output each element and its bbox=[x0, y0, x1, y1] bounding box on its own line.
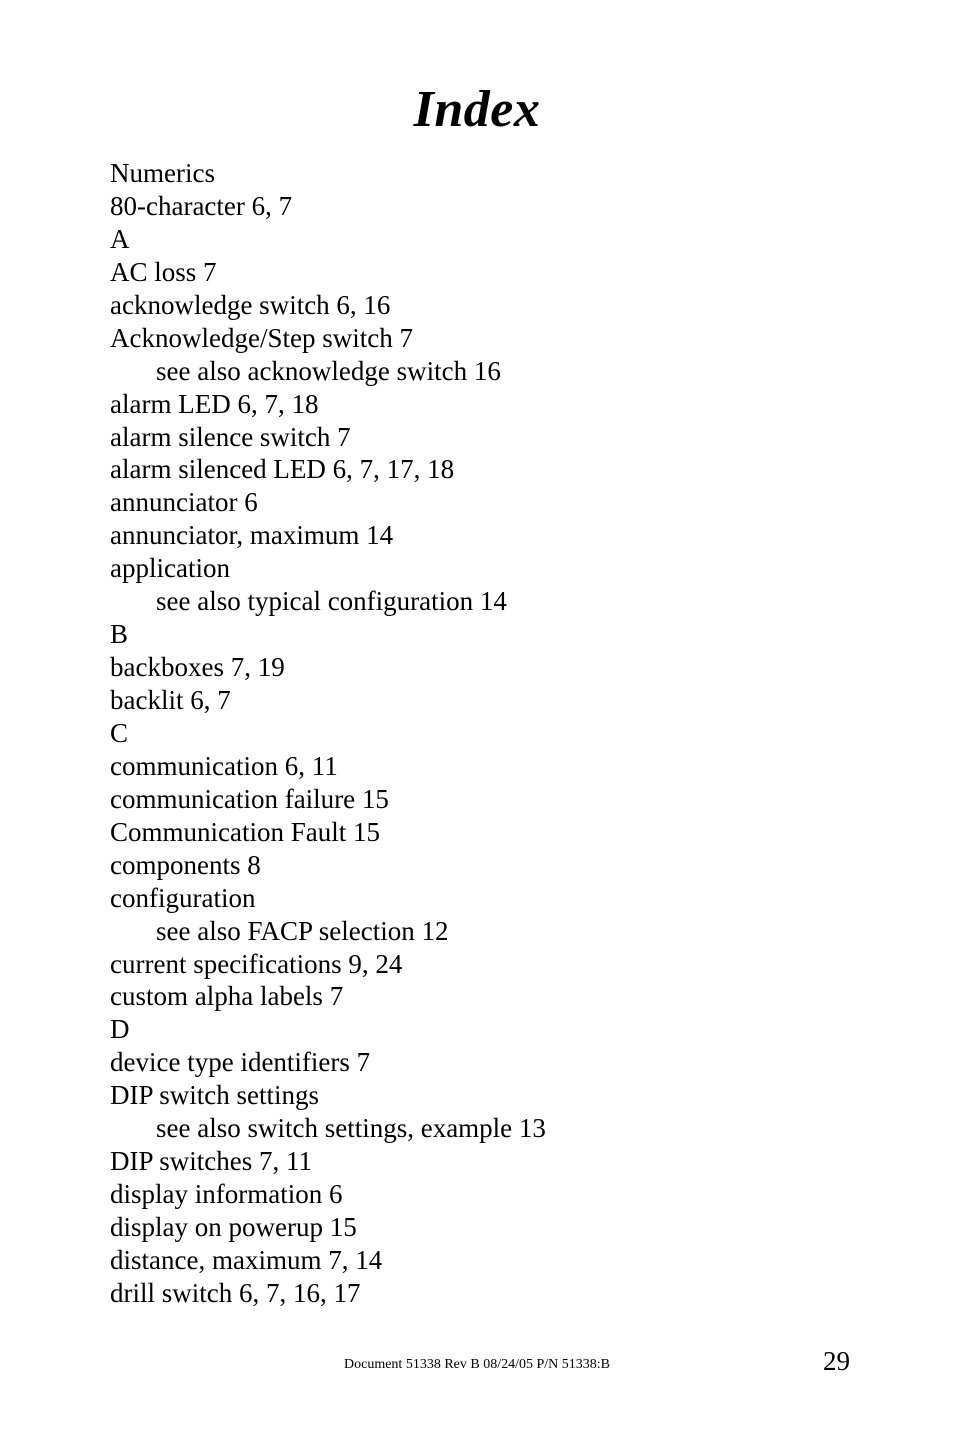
footer-page-number: 29 bbox=[823, 1346, 850, 1377]
index-entry: A bbox=[110, 223, 844, 256]
index-entry: application bbox=[110, 552, 844, 585]
index-entry: custom alpha labels 7 bbox=[110, 980, 844, 1013]
index-entry: Acknowledge/Step switch 7 bbox=[110, 322, 844, 355]
page: Index Numerics80-character 6, 7AAC loss … bbox=[0, 0, 954, 1431]
index-entry: see also switch settings, example 13 bbox=[110, 1112, 844, 1145]
index-entry: backboxes 7, 19 bbox=[110, 651, 844, 684]
index-entry: acknowledge switch 6, 16 bbox=[110, 289, 844, 322]
index-entries: Numerics80-character 6, 7AAC loss 7ackno… bbox=[110, 157, 844, 1310]
index-entry: see also acknowledge switch 16 bbox=[110, 355, 844, 388]
index-entry: device type identifiers 7 bbox=[110, 1046, 844, 1079]
footer-doc-info: Document 51338 Rev B 08/24/05 P/N 51338:… bbox=[0, 1357, 954, 1373]
index-entry: components 8 bbox=[110, 849, 844, 882]
index-entry: drill switch 6, 7, 16, 17 bbox=[110, 1277, 844, 1310]
index-entry: alarm silence switch 7 bbox=[110, 421, 844, 454]
index-entry: display on powerup 15 bbox=[110, 1211, 844, 1244]
index-entry: current specifications 9, 24 bbox=[110, 948, 844, 981]
index-entry: configuration bbox=[110, 882, 844, 915]
index-entry: AC loss 7 bbox=[110, 256, 844, 289]
index-entry: DIP switches 7, 11 bbox=[110, 1145, 844, 1178]
index-entry: annunciator, maximum 14 bbox=[110, 519, 844, 552]
index-entry: Communication Fault 15 bbox=[110, 816, 844, 849]
index-entry: communication 6, 11 bbox=[110, 750, 844, 783]
index-entry: see also typical configuration 14 bbox=[110, 585, 844, 618]
page-title: Index bbox=[110, 80, 844, 139]
index-entry: C bbox=[110, 717, 844, 750]
index-entry: backlit 6, 7 bbox=[110, 684, 844, 717]
index-entry: communication failure 15 bbox=[110, 783, 844, 816]
index-entry: 80-character 6, 7 bbox=[110, 190, 844, 223]
index-entry: DIP switch settings bbox=[110, 1079, 844, 1112]
index-entry: distance, maximum 7, 14 bbox=[110, 1244, 844, 1277]
index-entry: see also FACP selection 12 bbox=[110, 915, 844, 948]
index-entry: B bbox=[110, 618, 844, 651]
index-entry: Numerics bbox=[110, 157, 844, 190]
index-entry: alarm LED 6, 7, 18 bbox=[110, 388, 844, 421]
index-entry: D bbox=[110, 1013, 844, 1046]
index-entry: alarm silenced LED 6, 7, 17, 18 bbox=[110, 453, 844, 486]
index-entry: display information 6 bbox=[110, 1178, 844, 1211]
index-entry: annunciator 6 bbox=[110, 486, 844, 519]
